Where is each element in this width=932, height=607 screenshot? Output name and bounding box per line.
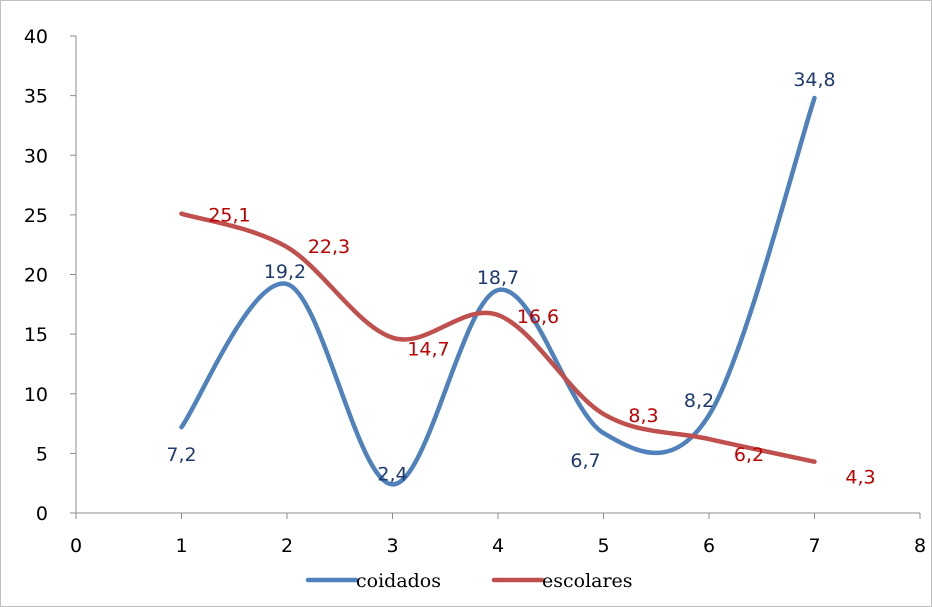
y-tick-label: 25 xyxy=(24,205,48,227)
y-tick-label: 20 xyxy=(24,265,48,287)
tick-labels: 0 5 10 15 20 25 30 35 40 0 1 2 3 4 5 6 7 8 xyxy=(24,26,926,557)
x-tick-label: 2 xyxy=(281,535,293,557)
data-label-coidados: 7,2 xyxy=(166,444,196,466)
x-tick-label: 7 xyxy=(808,535,820,557)
x-tick-label: 6 xyxy=(703,535,715,557)
axes xyxy=(70,35,921,519)
x-tick-label: 8 xyxy=(914,535,926,557)
series-line-coidados xyxy=(179,95,817,487)
data-label-coidados: 18,7 xyxy=(477,267,519,289)
data-label-escolares: 22,3 xyxy=(308,236,350,258)
y-tick-label: 35 xyxy=(24,86,48,108)
data-label-coidados: 6,7 xyxy=(570,450,600,472)
legend-label-coidados: coidados xyxy=(356,570,441,592)
y-tick-label: 40 xyxy=(24,26,48,48)
x-tick-label: 1 xyxy=(175,535,187,557)
series-lines xyxy=(179,95,817,487)
x-tick-label: 3 xyxy=(386,535,398,557)
data-label-coidados: 19,2 xyxy=(264,261,306,283)
y-tick-label: 15 xyxy=(24,324,48,346)
x-tick-label: 4 xyxy=(492,535,504,557)
data-label-escolares: 25,1 xyxy=(208,205,250,227)
x-tick-label: 0 xyxy=(70,535,82,557)
y-tick-label: 0 xyxy=(36,503,48,525)
y-tick-label: 5 xyxy=(36,443,48,465)
legend: coidados escolares xyxy=(305,570,633,592)
data-label-escolares: 14,7 xyxy=(407,339,449,361)
x-tick-label: 5 xyxy=(597,535,609,557)
data-label-coidados: 34,8 xyxy=(793,69,835,91)
legend-label-escolares: escolares xyxy=(542,570,633,592)
data-label-coidados: 8,2 xyxy=(684,390,714,412)
data-labels: 7,2 19,2 2,4 18,7 6,7 8,2 34,8 25,1 22,3 14,7 16,6… xyxy=(166,69,875,489)
y-tick-label: 10 xyxy=(24,384,48,406)
data-label-coidados: 2,4 xyxy=(377,463,407,485)
data-label-escolares: 6,2 xyxy=(734,444,764,466)
series-line-escolares xyxy=(179,211,817,464)
data-label-escolares: 4,3 xyxy=(845,467,875,489)
data-label-escolares: 16,6 xyxy=(517,306,559,328)
y-tick-label: 30 xyxy=(24,145,48,167)
data-label-escolares: 8,3 xyxy=(628,405,658,427)
